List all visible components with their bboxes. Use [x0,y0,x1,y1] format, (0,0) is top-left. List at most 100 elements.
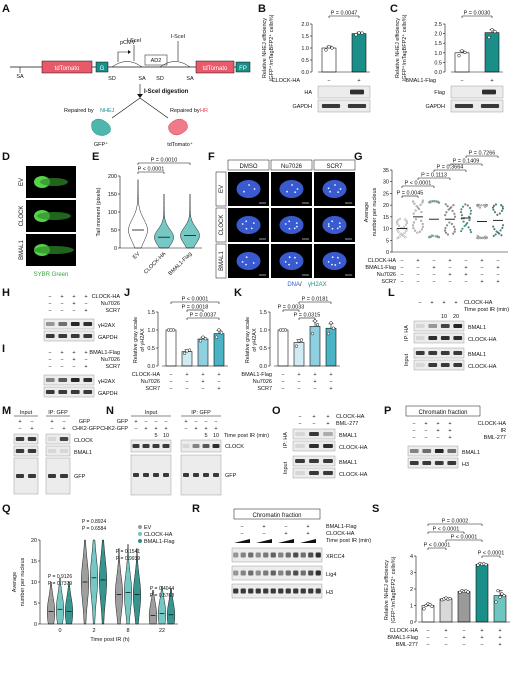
data-point [460,214,463,217]
blot-label: GAPDH [425,104,445,110]
blot-label: γH2AX [98,379,115,385]
blot-membrane [43,374,95,386]
condition-sign: + [444,628,447,634]
gh2ax-focus [295,222,298,225]
time-wedge [234,539,250,543]
nucleus [236,216,261,234]
data-point [495,230,498,233]
data-point [451,209,454,212]
violin [166,588,176,625]
y-axis-label: Relative NHEJ efficiency [395,18,401,78]
condition-label: Nu7026 [253,379,272,385]
data-point [413,202,416,205]
y-tick-label: 0.5 [434,60,442,66]
condition-label: CLOCK-HA [464,300,493,306]
condition-sign: − [169,386,172,392]
bar [321,47,337,73]
data-point [219,331,224,335]
blot-band [453,324,463,328]
p-value: P < 0.0001 [182,297,209,303]
blot-label: Flag [434,90,445,96]
condition-sign: + [134,419,137,425]
data-point [501,205,504,208]
condition-sign: − [185,379,188,385]
gh2ax-focus [245,256,248,259]
y-axis-label: Tail moment (pixels) [96,187,102,236]
isce2-label: I-SceI [171,34,186,40]
blot-band [70,378,80,382]
p-value: P = 0.7379 [48,581,72,587]
blot-band [270,588,276,594]
data-point [419,203,422,206]
gh2ax-focus [284,223,287,225]
condition-label: GFP [117,419,129,425]
condition-sign: + [297,372,300,378]
column-header [313,159,356,171]
condition-sign: − [436,435,439,441]
blot-band [422,449,432,453]
condition-sign: − [298,421,301,427]
violin [132,548,142,625]
data-point [476,205,479,208]
blot-band [295,432,305,436]
isce1-label: I-SceI [127,38,142,44]
data-point [501,207,504,210]
fp-text: FP [239,66,247,72]
blot-band [152,444,160,448]
gh2ax-focus [294,191,297,194]
blot-band [70,322,80,326]
y-tick-label: 1.5 [147,310,155,316]
p-value: P = 0.0045 [397,191,424,197]
condition-sign: + [313,372,316,378]
data-point [463,225,466,228]
blot-band [183,473,189,477]
condition-sign: + [50,419,53,425]
data-point [496,589,500,593]
blot-membrane [407,457,459,469]
condition-label: GFP [79,419,91,425]
repair-label: Repaired by [64,108,94,114]
x-tick-label: 8 [126,628,129,634]
condition-sign: + [430,300,433,306]
condition-sign: + [217,372,220,378]
condition-label: Nu7026 [141,379,160,385]
blot-band [255,552,261,558]
condition-sign: + [217,386,220,392]
data-point [399,232,402,235]
data-point [430,604,434,608]
blot-label: GFP [74,474,86,480]
data-point [203,336,208,341]
blot-band [309,459,319,463]
blot-label: CLOCK-HA [339,472,368,478]
condition-sign: − [281,379,284,385]
data-point [450,206,453,209]
blot-band [295,471,305,475]
blot-band [48,474,56,478]
time-wedge [278,539,294,543]
y-axis-label: number per nucleus [20,557,26,606]
caption: SYBR Green [34,272,69,278]
y-tick-label: 1.0 [301,46,309,52]
p-value: P = 0.0018 [182,305,209,311]
condition-sign: + [154,426,157,432]
blot-membrane [130,439,172,453]
condition-label: Nu7026 [377,272,396,278]
condition-sign: + [357,78,360,84]
y-tick-label: 3 [410,571,413,577]
gh2ax-focus [241,260,244,263]
condition-sign: + [448,428,451,434]
blot-membrane [413,332,465,344]
data-point [415,205,418,208]
condition-sign: − [72,308,75,314]
blot-band [278,588,284,594]
condition-sign: − [312,421,315,427]
condition-label: CLOCK-HA [92,294,121,300]
blot-membrane [13,433,39,445]
data-point [484,235,487,238]
data-point [484,562,488,567]
blot-band [263,570,269,576]
blot-label: BMAL1 [339,460,357,466]
pcmv-arrow [117,51,130,62]
y-tick-label: 20 [383,203,389,209]
blot-band [278,552,284,558]
